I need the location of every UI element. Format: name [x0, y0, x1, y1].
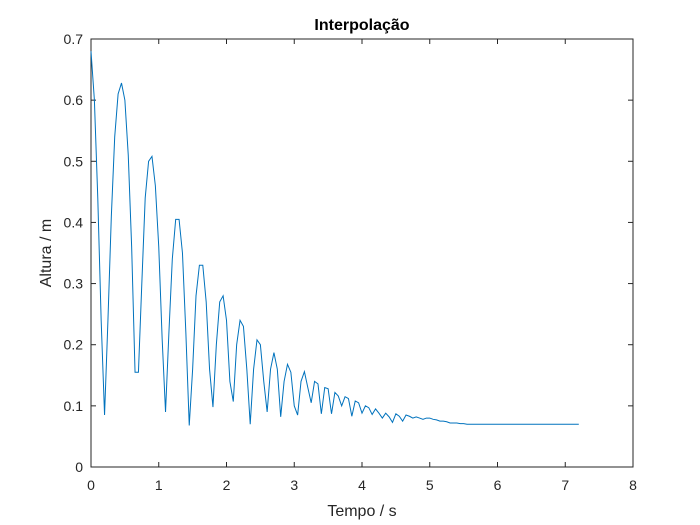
chart-title: Interpolação	[314, 17, 409, 34]
y-tick-label: 0.2	[64, 337, 84, 353]
x-tick-label: 0	[87, 477, 95, 493]
y-tick-label: 0.6	[64, 92, 84, 108]
y-tick-label: 0.3	[64, 276, 84, 292]
x-tick-label: 2	[223, 477, 231, 493]
x-tick-label: 5	[426, 477, 434, 493]
x-tick-label: 3	[290, 477, 298, 493]
x-axis-label: Tempo / s	[327, 503, 396, 520]
x-tick-label: 6	[494, 477, 502, 493]
y-tick-label: 0.4	[64, 214, 84, 230]
y-tick-label: 0.5	[64, 153, 84, 169]
x-tick-labels: 0 1 2 3 4 5 6 7 8	[87, 477, 637, 493]
y-tick-label: 0.7	[64, 31, 84, 47]
series-line	[90, 51, 579, 426]
y-tick-label: 0	[75, 459, 83, 475]
tick-marks	[90, 38, 634, 468]
y-tick-labels: 0 0.1 0.2 0.3 0.4 0.5 0.6 0.7	[64, 31, 84, 475]
y-tick-label: 0.1	[64, 398, 84, 414]
plot-area	[90, 38, 634, 468]
y-axis-label: Altura / m	[38, 219, 55, 287]
x-tick-label: 1	[155, 477, 163, 493]
x-tick-label: 4	[358, 477, 366, 493]
x-tick-label: 7	[561, 477, 569, 493]
x-tick-label: 8	[629, 477, 637, 493]
